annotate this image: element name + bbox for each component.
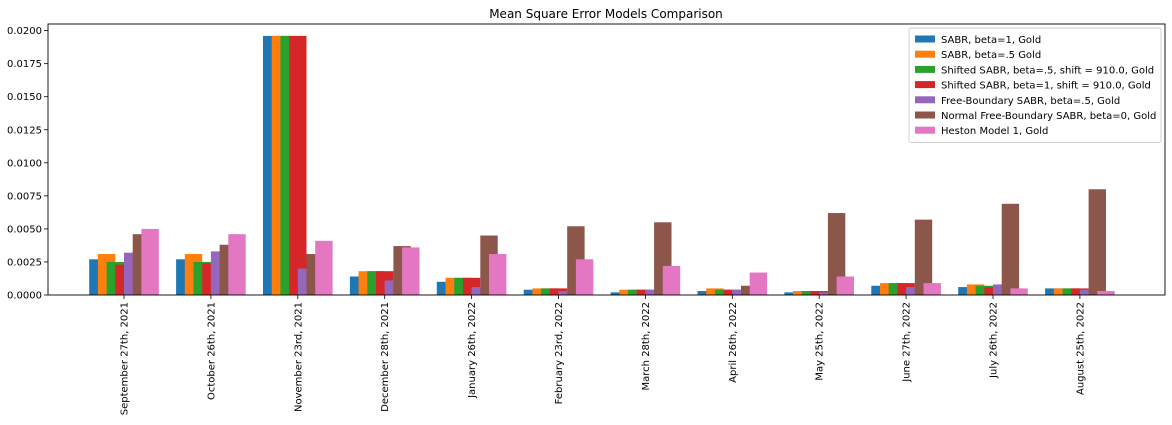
x-tick-label: February 23rd, 2022	[554, 302, 565, 404]
bar	[1071, 288, 1089, 295]
bars	[89, 35, 1115, 296]
x-tick-label: June 27th, 2022	[902, 302, 913, 383]
y-tick-label: 0.0100	[7, 158, 42, 169]
x-tick-label: September 27th, 2021	[120, 302, 131, 415]
x-tick-label: October 26th, 2021	[206, 302, 217, 400]
bar	[662, 265, 681, 295]
x-tick-label: July 26th, 2022	[989, 302, 1000, 379]
legend-label: Shifted SABR, beta=1, shift = 910.0, Gol…	[941, 81, 1151, 92]
bar	[749, 272, 768, 295]
legend-label: Normal Free-Boundary SABR, beta=0, Gold	[941, 111, 1156, 122]
bar	[289, 35, 307, 296]
bar	[1088, 189, 1106, 295]
bar	[228, 234, 246, 295]
y-tick-label: 0.0025	[7, 257, 42, 268]
bar	[836, 276, 854, 295]
legend-box	[908, 27, 1162, 143]
y-axis: 0.0000 0.0025 0.0050 0.0075 0.0100 0.0125 0.01…	[7, 26, 48, 302]
y-tick-label: 0.0175	[7, 59, 42, 70]
x-tick-label: December 28th, 2021	[380, 302, 391, 412]
x-tick-label: April 26th, 2022	[728, 302, 739, 383]
y-tick-label: 0.0050	[7, 224, 42, 235]
legend-swatch	[915, 65, 935, 73]
legend-swatch	[915, 126, 935, 134]
y-tick-label: 0.0075	[7, 191, 42, 202]
legend-label: Free-Boundary SABR, beta=.5, Gold	[941, 96, 1120, 107]
bar	[315, 240, 333, 295]
y-tick-label: 0.0125	[7, 125, 42, 136]
legend-label: Heston Model 1, Gold	[941, 126, 1048, 137]
bar	[1097, 291, 1115, 295]
bar	[914, 219, 933, 295]
x-axis: September 27th, 2021 October 26th, 2021 No…	[120, 295, 1086, 415]
legend-label: Shifted SABR, beta=.5, shift = 910.0, Go…	[941, 65, 1154, 76]
legend-swatch	[915, 50, 935, 58]
bar	[402, 247, 420, 295]
bar	[575, 259, 594, 295]
legend: SABR, beta=1, Gold SABR, beta=.5 Gold Shif…	[908, 27, 1162, 143]
x-tick-label: November 23rd, 2021	[293, 302, 304, 412]
legend-swatch	[915, 96, 935, 104]
legend-swatch	[915, 111, 935, 119]
bar	[489, 254, 507, 295]
legend-swatch	[915, 35, 935, 43]
x-tick-label: May 25th, 2022	[815, 302, 826, 381]
bar	[1001, 203, 1020, 295]
chart-title: Mean Square Error Models Comparison	[489, 7, 723, 21]
legend-swatch	[915, 81, 935, 89]
bar	[1010, 288, 1028, 295]
x-tick-label: January 26th, 2022	[467, 302, 478, 399]
x-tick-label: August 25th, 2022	[1075, 302, 1086, 395]
bar	[827, 213, 846, 295]
x-tick-label: March 28th, 2022	[641, 302, 652, 390]
plot-frame	[47, 23, 1166, 296]
bar	[141, 228, 159, 295]
legend-label: SABR, beta=.5 Gold	[941, 50, 1041, 61]
y-tick-label: 0.0000	[7, 291, 42, 302]
y-tick-label: 0.0150	[7, 92, 42, 103]
bar	[923, 283, 941, 295]
y-tick-label: 0.0200	[7, 26, 42, 37]
legend-label: SABR, beta=1, Gold	[941, 35, 1041, 46]
